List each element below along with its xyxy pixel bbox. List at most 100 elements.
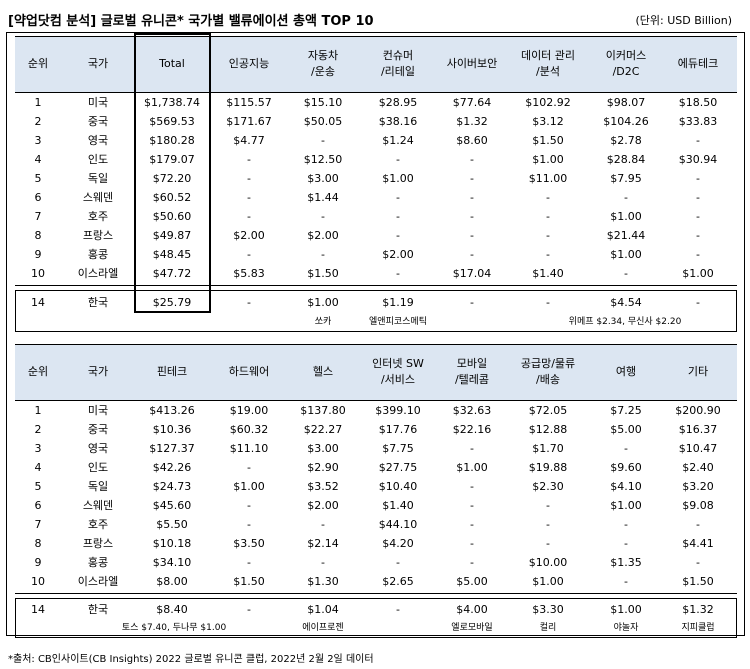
table-cell: $47.72 (152, 267, 192, 280)
korea-cell: $1.00 (307, 296, 339, 309)
korea-cell: $1.19 (382, 296, 414, 309)
table-cell: $10.40 (378, 480, 418, 493)
table-cell: $9.08 (682, 499, 714, 512)
table-cell: $3.00 (307, 442, 339, 455)
table-cell: - (470, 442, 474, 455)
table-cell: - (470, 480, 474, 493)
table-cell: $1.24 (382, 134, 414, 147)
table-cell: $38.16 (378, 115, 418, 128)
table-cell: $569.53 (149, 115, 195, 128)
table-cell: $2.00 (307, 229, 339, 242)
table-cell: - (247, 556, 251, 569)
table-cell: $1.00 (610, 248, 642, 261)
header-cell: 사이버보안 (446, 57, 498, 70)
company-note: 에이프로젠 (302, 623, 344, 633)
table-cell: 1 (34, 96, 42, 109)
header-cell: 순위 (27, 365, 49, 378)
table-cell: $3.52 (307, 480, 339, 493)
table-cell: 10 (31, 575, 45, 588)
table-cell: $10.47 (678, 442, 718, 455)
table-cell: - (396, 191, 400, 204)
table-cell: $2.14 (307, 537, 339, 550)
korea-cell: - (247, 603, 251, 616)
table-cell: - (696, 172, 700, 185)
table-cell: $1.50 (682, 575, 714, 588)
table-cell: 4 (34, 153, 42, 166)
table-cell: 독일 (87, 172, 109, 185)
table-cell: 3 (34, 442, 42, 455)
table-cell: - (470, 518, 474, 531)
table-cell: - (247, 191, 251, 204)
table-cell: $7.25 (610, 404, 642, 417)
table-cell: $4.20 (382, 537, 414, 550)
table-cell: $200.90 (675, 404, 721, 417)
table-cell: - (624, 267, 628, 280)
table-cell: 스웨덴 (82, 191, 114, 204)
table-cell: - (624, 191, 628, 204)
korea-cell: - (396, 603, 400, 616)
table-cell: 홍콩 (87, 248, 109, 261)
table-cell: $1.30 (307, 575, 339, 588)
table-cell: 8 (34, 229, 42, 242)
table-cell: $98.07 (606, 96, 646, 109)
table-cell: $44.10 (378, 518, 418, 531)
table-cell: - (321, 556, 325, 569)
table-cell: $1,738.74 (144, 96, 200, 109)
table-cell: $17.04 (452, 267, 492, 280)
table-cell: $17.76 (378, 423, 418, 436)
table-cell: $30.94 (678, 153, 718, 166)
table-cell: $1.40 (532, 267, 564, 280)
korea-cell: - (470, 296, 474, 309)
table-cell: $4.41 (682, 537, 714, 550)
table-cell: $28.84 (606, 153, 646, 166)
total-column-highlight (134, 33, 211, 313)
table-cell: - (247, 518, 251, 531)
table-cell: - (470, 229, 474, 242)
table-cell: 7 (34, 518, 42, 531)
table-cell: - (247, 461, 251, 474)
table-cell: $1.00 (382, 172, 414, 185)
table-cell: 3 (34, 134, 42, 147)
header-cell: 자동차/운송 (307, 49, 339, 78)
header-cell: 컨슈머/리테일 (380, 49, 416, 78)
table-cell: 미국 (87, 404, 109, 417)
header-cell: 하드웨어 (228, 365, 270, 378)
table-cell: 인도 (87, 153, 109, 166)
table-cell: $2.78 (610, 134, 642, 147)
table-cell: - (546, 210, 550, 223)
table-cell: 이스라엘 (77, 575, 119, 588)
table-cell: 5 (34, 172, 42, 185)
company-note: 위메프 $2.34, 무신사 $2.20 (568, 317, 682, 327)
korea-cell: 한국 (87, 296, 109, 309)
korea-cell: 한국 (87, 603, 109, 616)
table-cell: 프랑스 (82, 229, 114, 242)
table-cell: 10 (31, 267, 45, 280)
table-cell: $2.30 (532, 480, 564, 493)
header-cell: 국가 (87, 57, 109, 70)
table-cell: - (696, 134, 700, 147)
table-cell: $3.00 (307, 172, 339, 185)
table-cell: $1.40 (382, 499, 414, 512)
header-cell: 공급망/물류/배송 (520, 357, 576, 386)
table-cell: $7.75 (382, 442, 414, 455)
table-cell: - (396, 229, 400, 242)
table-cell: $102.92 (525, 96, 571, 109)
table-cell: - (470, 153, 474, 166)
table-cell: $1.44 (307, 191, 339, 204)
table-cell: - (321, 210, 325, 223)
korea-cell: $8.40 (156, 603, 188, 616)
table-cell: $21.44 (606, 229, 646, 242)
table-cell: $2.00 (233, 229, 265, 242)
table-cell: 5 (34, 480, 42, 493)
table-cell: - (247, 153, 251, 166)
company-note: 야놀자 (613, 623, 639, 633)
unit-label: (단위: USD Billion) (635, 14, 733, 27)
table-cell: - (624, 442, 628, 455)
table-cell: - (396, 153, 400, 166)
company-note: 토스 $7.40, 두나무 $1.00 (121, 623, 227, 633)
company-note: 엘로모바일 (451, 623, 493, 633)
korea-cell: - (546, 296, 550, 309)
table-cell: $2.65 (382, 575, 414, 588)
table-cell: $179.07 (149, 153, 195, 166)
table-cell: $15.10 (303, 96, 343, 109)
